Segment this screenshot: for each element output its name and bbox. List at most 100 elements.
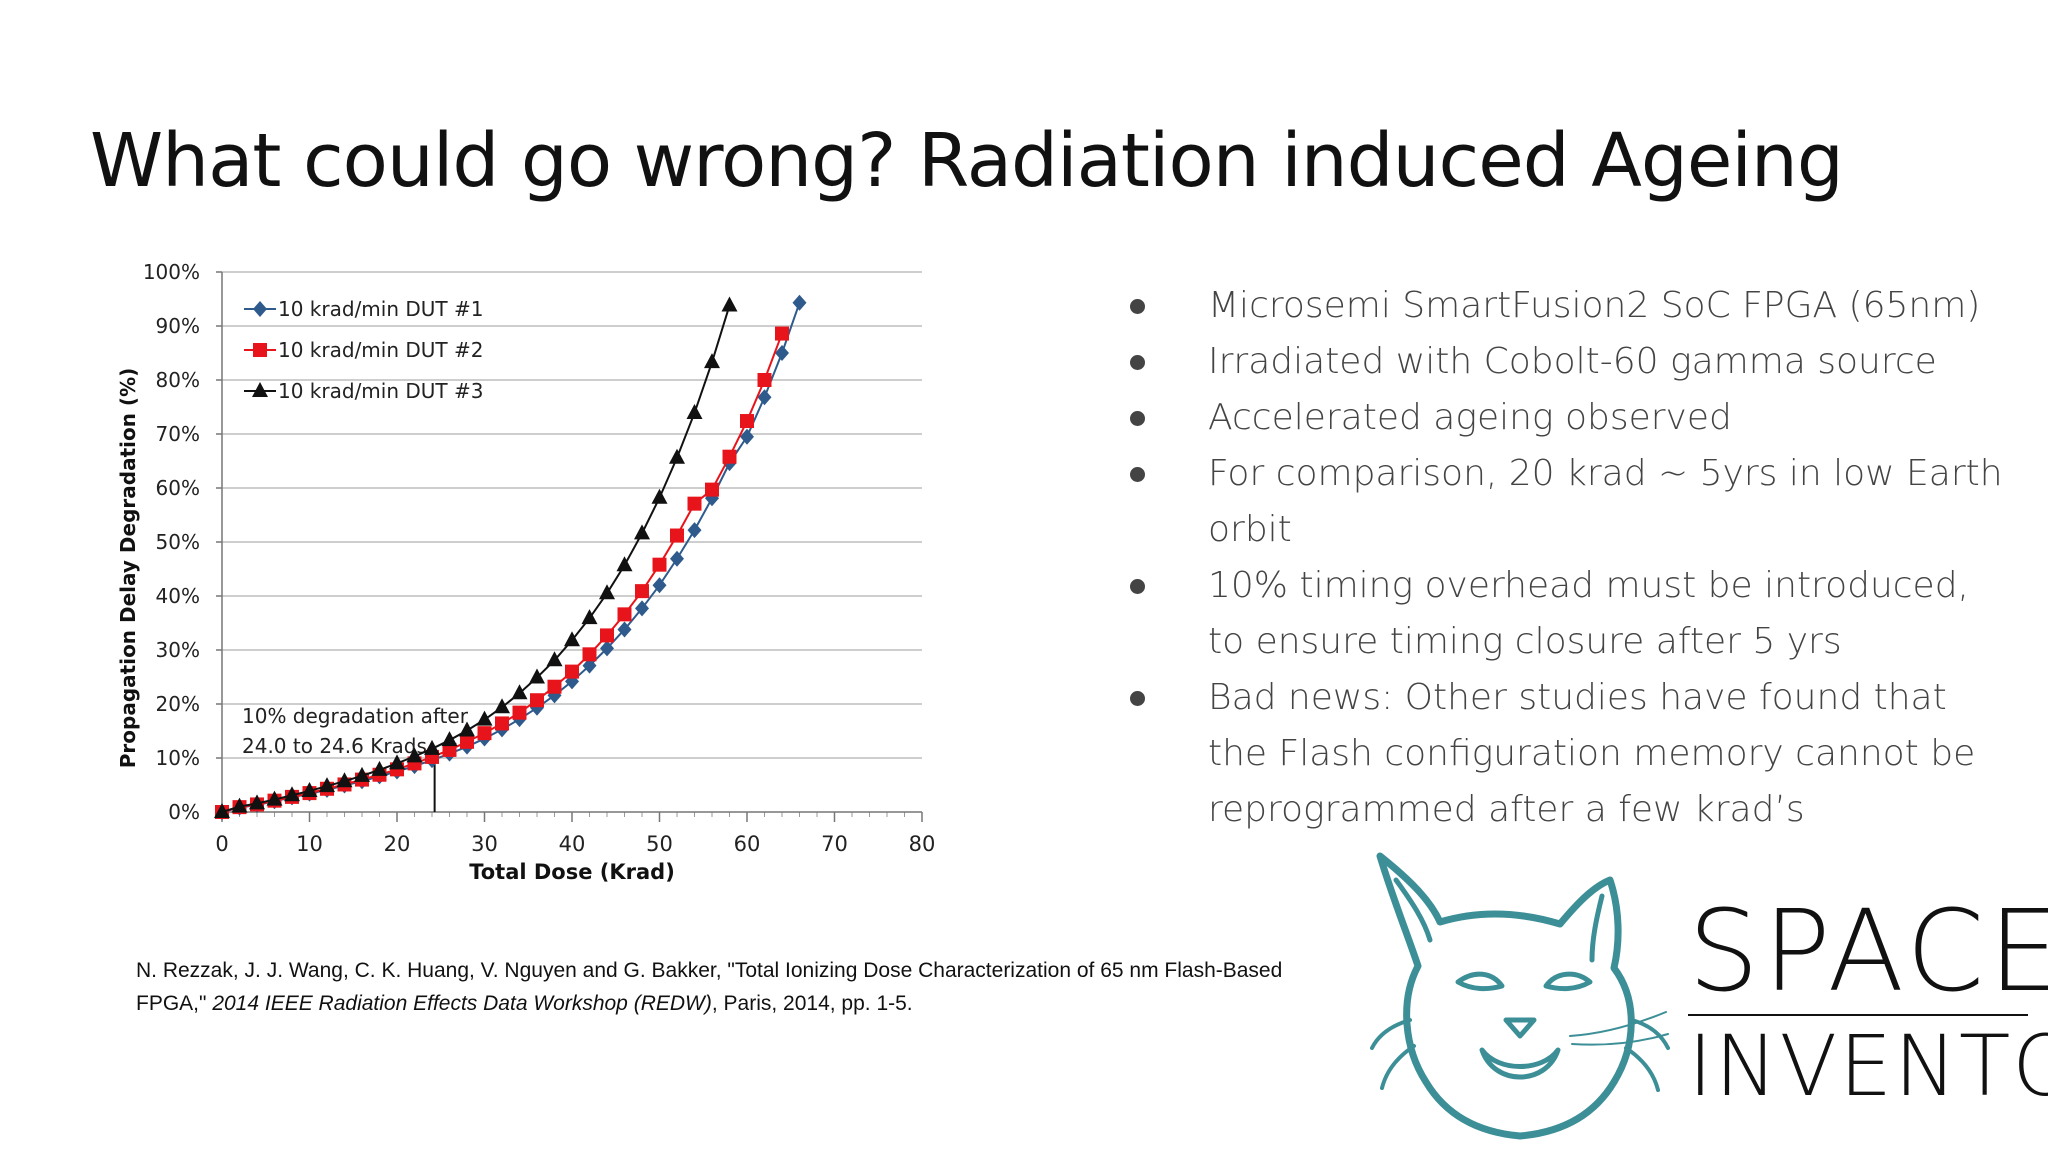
- bullet-dot-icon: [1130, 411, 1145, 426]
- bullet-dot-icon: [1130, 467, 1145, 482]
- data-point: [581, 609, 598, 625]
- bullet-dot-icon: [1130, 691, 1145, 706]
- y-tick-label: 40%: [156, 584, 200, 608]
- data-point: [231, 797, 248, 813]
- data-point: [214, 803, 230, 818]
- bullet-item: 10% timing overhead must be introduced, …: [1130, 558, 2010, 670]
- chart-annotation: 10% degradation after 24.0 to 24.6 Krads: [242, 704, 469, 812]
- data-point: [792, 294, 807, 311]
- x-tick-label: 80: [909, 832, 936, 856]
- y-tick-label: 10%: [156, 746, 200, 770]
- annotation-line-1: 10% degradation after: [242, 704, 469, 728]
- data-point: [511, 684, 528, 700]
- data-point: [441, 731, 458, 747]
- data-point: [652, 557, 667, 572]
- legend-label: 10 krad/min DUT #3: [278, 379, 483, 403]
- data-point: [775, 326, 789, 341]
- data-point: [529, 668, 545, 684]
- data-point: [669, 448, 685, 464]
- y-axis-label: Propagation Delay Degradation (%): [116, 368, 140, 768]
- data-point: [460, 734, 474, 749]
- brand-line-1: SPACE: [1688, 887, 2048, 1017]
- data-point: [600, 640, 614, 657]
- legend-label: 10 krad/min DUT #1: [278, 297, 483, 321]
- data-point: [336, 772, 353, 788]
- data-point: [617, 621, 632, 638]
- data-point: [651, 488, 668, 504]
- data-point: [617, 607, 632, 622]
- data-point: [354, 766, 370, 782]
- data-point: [319, 777, 335, 793]
- legend-marker-icon: [253, 343, 267, 357]
- data-point: [757, 389, 772, 406]
- bullet-item: Irradiated with Cobolt-60 gamma source: [1130, 334, 2010, 390]
- legend-entry: 10 krad/min DUT #2: [244, 338, 483, 362]
- data-point: [582, 647, 597, 662]
- y-tick-label: 60%: [156, 476, 200, 500]
- chart-grid: [222, 271, 922, 759]
- bullet-dot-icon: [1130, 355, 1145, 370]
- brand-divider: [1688, 1014, 2028, 1016]
- bullet-item: For comparison, 20 krad ~ 5yrs in low Ea…: [1130, 446, 2010, 558]
- legend-entry: 10 krad/min DUT #1: [244, 297, 483, 321]
- data-point: [546, 651, 563, 667]
- y-tick-label: 20%: [156, 692, 200, 716]
- data-point: [565, 664, 579, 679]
- citation-authors: N. Rezzak, J. J. Wang, C. K. Huang, V. N…: [136, 959, 1283, 1015]
- y-tick-label: 70%: [156, 422, 200, 446]
- data-point: [371, 760, 388, 776]
- data-point: [687, 522, 702, 539]
- data-point: [512, 705, 527, 720]
- data-point: [740, 414, 754, 429]
- bullet-dot-icon: [1130, 579, 1145, 594]
- x-tick-label: 10: [296, 832, 323, 856]
- data-point: [721, 296, 738, 312]
- citation-venue: 2014 IEEE Radiation Effects Data Worksho…: [212, 992, 712, 1015]
- slide-title: What could go wrong? Radiation induced A…: [90, 118, 1844, 204]
- data-point: [266, 790, 283, 806]
- data-point: [547, 679, 562, 694]
- data-point: [635, 600, 649, 617]
- x-tick-label: 70: [821, 832, 848, 856]
- legend-marker-icon: [252, 382, 268, 397]
- x-axis-label: Total Dose (Krad): [469, 860, 675, 884]
- bullet-text: Bad news: Other studies have found that …: [1208, 677, 1976, 830]
- data-point: [564, 631, 580, 647]
- y-tick-label: 90%: [156, 314, 200, 338]
- data-point: [775, 345, 789, 361]
- data-point: [635, 584, 649, 599]
- brand-wordmark: SPACE INVENTOR: [1688, 896, 2048, 1108]
- data-point: [686, 403, 703, 419]
- data-point: [495, 716, 509, 731]
- y-tick-label: 100%: [143, 260, 200, 284]
- x-tick-label: 30: [471, 832, 498, 856]
- bullet-list: Microsemi SmartFusion2 SoC FPGA (65nm) I…: [1130, 278, 2010, 838]
- data-point: [670, 550, 684, 567]
- data-point: [301, 781, 318, 797]
- data-point: [424, 739, 440, 755]
- bullet-dot-icon: [1130, 299, 1145, 314]
- y-tick-label: 0%: [168, 800, 200, 824]
- y-tick-label: 80%: [156, 368, 200, 392]
- x-tick-label: 50: [646, 832, 673, 856]
- brand-line-2: INVENTOR: [1688, 1017, 2048, 1115]
- legend-entry: 10 krad/min DUT #3: [244, 379, 483, 403]
- legend-marker-icon: [253, 301, 267, 317]
- data-point: [616, 556, 633, 572]
- x-tick-label: 0: [215, 832, 228, 856]
- x-tick-label: 60: [734, 832, 761, 856]
- dose-degradation-chart: 0% 10% 20% 30% 40% 50% 60% 70% 80% 90% 100% 0 10 20 30…: [116, 260, 936, 884]
- data-point: [582, 657, 597, 674]
- data-point: [670, 528, 684, 543]
- data-point: [406, 747, 423, 763]
- data-point: [530, 693, 544, 708]
- citation-details: , Paris, 2014, pp. 1-5.: [711, 992, 913, 1015]
- x-tick-label: 20: [384, 832, 411, 856]
- data-point: [599, 584, 615, 600]
- bullet-item: Bad news: Other studies have found that …: [1130, 670, 2010, 838]
- legend-label: 10 krad/min DUT #2: [278, 338, 483, 362]
- bullet-item: Accelerated ageing observed: [1130, 390, 2010, 446]
- data-point: [740, 428, 754, 445]
- reference-citation: N. Rezzak, J. J. Wang, C. K. Huang, V. N…: [136, 954, 1336, 1020]
- data-point: [652, 577, 667, 594]
